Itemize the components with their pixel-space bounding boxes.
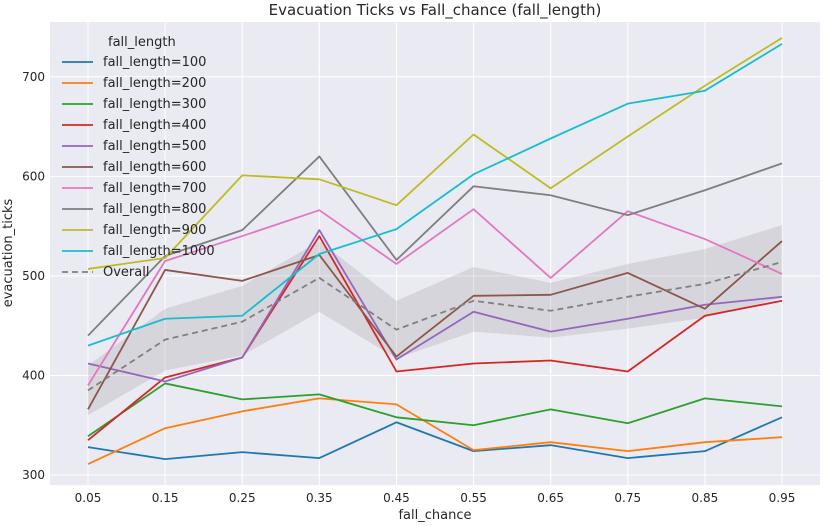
series-line-fall-length-400 <box>87 235 783 441</box>
legend: fall_length fall_length=100 fall_length=2… <box>62 35 215 280</box>
legend-label-fall-length-400: fall_length=400 <box>103 118 206 133</box>
legend-label-fall-length-200: fall_length=200 <box>103 76 206 91</box>
y-axis-label: evacuation_ticks <box>1 198 16 307</box>
series-line-fall-length-1000 <box>87 43 783 347</box>
series-line-fall-length-200 <box>87 397 783 465</box>
y-tick-label: 600 <box>22 169 45 183</box>
series-line-fall-length-700 <box>87 208 783 386</box>
x-tick-label: 0.75 <box>614 491 641 505</box>
chart-title: Evacuation Ticks vs Fall_chance (fall_le… <box>269 1 602 20</box>
series-line-fall-length-300 <box>87 382 783 437</box>
legend-label-fall-length-800: fall_length=800 <box>103 202 206 217</box>
y-tick-label: 500 <box>22 269 45 283</box>
x-axis-label: fall_chance <box>398 508 471 522</box>
x-tick-label: 0.05 <box>75 491 102 505</box>
overall-confidence-band <box>88 225 782 416</box>
legend-label-fall-length-900: fall_length=900 <box>103 223 206 238</box>
legend-label-fall-length-500: fall_length=500 <box>103 139 206 154</box>
plot-area <box>50 22 820 485</box>
legend-label-fall-length-700: fall_length=700 <box>103 181 206 196</box>
grid <box>50 22 820 485</box>
series-line-overall <box>87 261 783 392</box>
x-tick-label: 0.15 <box>152 491 179 505</box>
y-axis-ticks: 300 400 500 600 700 <box>22 70 45 482</box>
y-tick-label: 400 <box>22 368 45 382</box>
series-line-fall-length-900 <box>87 37 783 270</box>
series-line-fall-length-500 <box>87 229 783 383</box>
x-tick-label: 0.65 <box>537 491 564 505</box>
y-tick-label: 300 <box>22 468 45 482</box>
legend-label-overall: Overall <box>103 265 149 280</box>
series-lines <box>87 37 783 465</box>
legend-label-fall-length-300: fall_length=300 <box>103 97 206 112</box>
confidence-band-layer <box>88 225 782 416</box>
x-tick-label: 0.25 <box>229 491 256 505</box>
legend-label-fall-length-1000: fall_length=1000 <box>103 244 215 259</box>
x-axis-ticks: 0.05 0.15 0.25 0.35 0.45 0.55 0.65 0.75 0.85 0.95 <box>75 491 796 505</box>
legend-label-fall-length-600: fall_length=600 <box>103 160 206 175</box>
x-tick-label: 0.45 <box>383 491 410 505</box>
legend-title: fall_length <box>108 35 176 50</box>
legend-label-fall-length-100: fall_length=100 <box>103 55 206 70</box>
series-line-fall-length-100 <box>87 416 783 461</box>
y-tick-label: 700 <box>22 70 45 84</box>
x-tick-label: 0.55 <box>460 491 487 505</box>
x-tick-label: 0.95 <box>769 491 796 505</box>
x-tick-label: 0.35 <box>306 491 333 505</box>
series-line-fall-length-800 <box>87 155 783 337</box>
x-tick-label: 0.85 <box>692 491 719 505</box>
